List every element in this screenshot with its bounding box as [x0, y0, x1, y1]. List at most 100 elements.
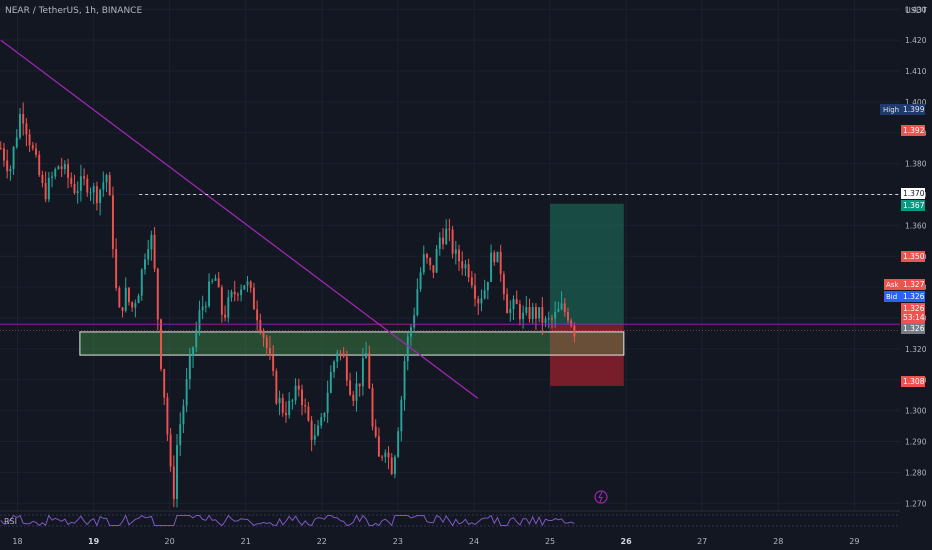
candle-body [156, 268, 159, 320]
candle-body [44, 183, 47, 200]
alert-icon[interactable] [594, 490, 608, 504]
candle-body [397, 431, 400, 457]
candle-body [211, 280, 214, 282]
price-tick-label: 1.290 [905, 438, 927, 447]
candle-body [474, 285, 477, 299]
current-price-badge: 1.326 [901, 323, 925, 334]
bid-badge: Bid 1.326 [884, 291, 925, 302]
candle-body [285, 412, 287, 416]
candle-body [445, 228, 448, 245]
rsi-label: RSI [4, 517, 17, 526]
price-tick-label: 1.410 [905, 67, 927, 76]
candle-body [377, 436, 380, 457]
candle-body [486, 281, 489, 291]
candlestick-series [0, 102, 576, 508]
price-tick-label: 1.420 [905, 36, 927, 45]
candle-body [25, 123, 28, 135]
candle-body [70, 177, 73, 184]
candle-body [92, 186, 95, 193]
candle-body [38, 154, 41, 176]
symbol-title[interactable]: NEAR / TetherUS, 1h, BINANCE [5, 6, 142, 16]
candle-body [326, 392, 329, 413]
candle-body [95, 186, 98, 204]
candle-body [89, 192, 92, 194]
candle-body [342, 353, 345, 357]
candle-body [227, 297, 230, 318]
long-position-stop-zone [550, 325, 624, 386]
candle-body [349, 380, 352, 395]
candle-body [63, 164, 66, 170]
candle-body [163, 369, 166, 398]
candle-body [438, 237, 441, 249]
candle-body [381, 456, 384, 458]
candle-body [387, 452, 390, 458]
stop-badge: 1.308 [901, 376, 925, 387]
bid-label: Bid [886, 293, 897, 301]
candle-body [214, 278, 217, 281]
candle-body [464, 264, 467, 269]
currency-label: USDT [905, 6, 927, 15]
candle-body [409, 327, 412, 337]
ask-badge: Ask 1.327 [884, 279, 925, 290]
time-axis[interactable]: 18 19 20 21 22 23 24 25 26 27 28 29 [12, 537, 859, 546]
candle-body [451, 229, 454, 254]
candle-body [115, 249, 118, 289]
candle-body [477, 298, 480, 304]
candle-body [198, 310, 201, 330]
candle-body [525, 306, 528, 313]
candle-body [131, 302, 134, 308]
candle-body [147, 249, 150, 260]
candle-body [15, 137, 18, 147]
candle-body [243, 285, 246, 290]
candle-body [534, 307, 537, 319]
candle-body [323, 412, 326, 418]
candle-body [320, 417, 323, 426]
candle-body [201, 306, 204, 311]
price-tick-label: 1.360 [905, 221, 927, 230]
candle-body [144, 259, 146, 270]
candle-body [86, 178, 89, 193]
candle-body [22, 114, 25, 124]
candle-body [31, 145, 34, 149]
price-lines [0, 39, 900, 399]
candle-body [169, 434, 172, 467]
time-tick-label: 24 [469, 537, 479, 546]
candle-body [333, 361, 336, 372]
time-tick-label: 19 [88, 537, 100, 546]
last-price-value: 1.326 [903, 304, 925, 313]
candle-body [281, 397, 284, 413]
time-tick-label: 27 [697, 537, 707, 546]
time-tick-label: 18 [12, 537, 22, 546]
candle-body [105, 175, 108, 183]
candle-body [541, 307, 544, 323]
candle-body [518, 304, 521, 320]
drawing-annotations[interactable] [79, 203, 625, 386]
candle-body [118, 288, 121, 308]
dashed-level-badge: 1.370 [901, 188, 925, 199]
candle-body [246, 281, 249, 286]
ask-label: Ask [886, 281, 899, 289]
candle-body [522, 312, 525, 320]
candle-body [19, 114, 21, 138]
candle-body [35, 148, 37, 155]
rsi-pane: RSI [0, 510, 900, 531]
candle-body [557, 309, 560, 312]
candle-body [3, 148, 5, 161]
candle-body [470, 277, 473, 286]
candle-body [217, 278, 220, 288]
candle-body [12, 146, 15, 169]
candle-body [153, 234, 156, 269]
candle-body [499, 251, 502, 275]
stop-value: 1.308 [903, 377, 925, 386]
candle-body [365, 353, 368, 359]
candle-body [419, 272, 422, 290]
candle-body [304, 405, 307, 407]
candle-body [0, 148, 2, 150]
candle-body [384, 452, 387, 457]
candle-body [480, 298, 483, 304]
candle-body [166, 397, 169, 435]
candle-body [176, 445, 178, 499]
candle-body [127, 287, 130, 303]
